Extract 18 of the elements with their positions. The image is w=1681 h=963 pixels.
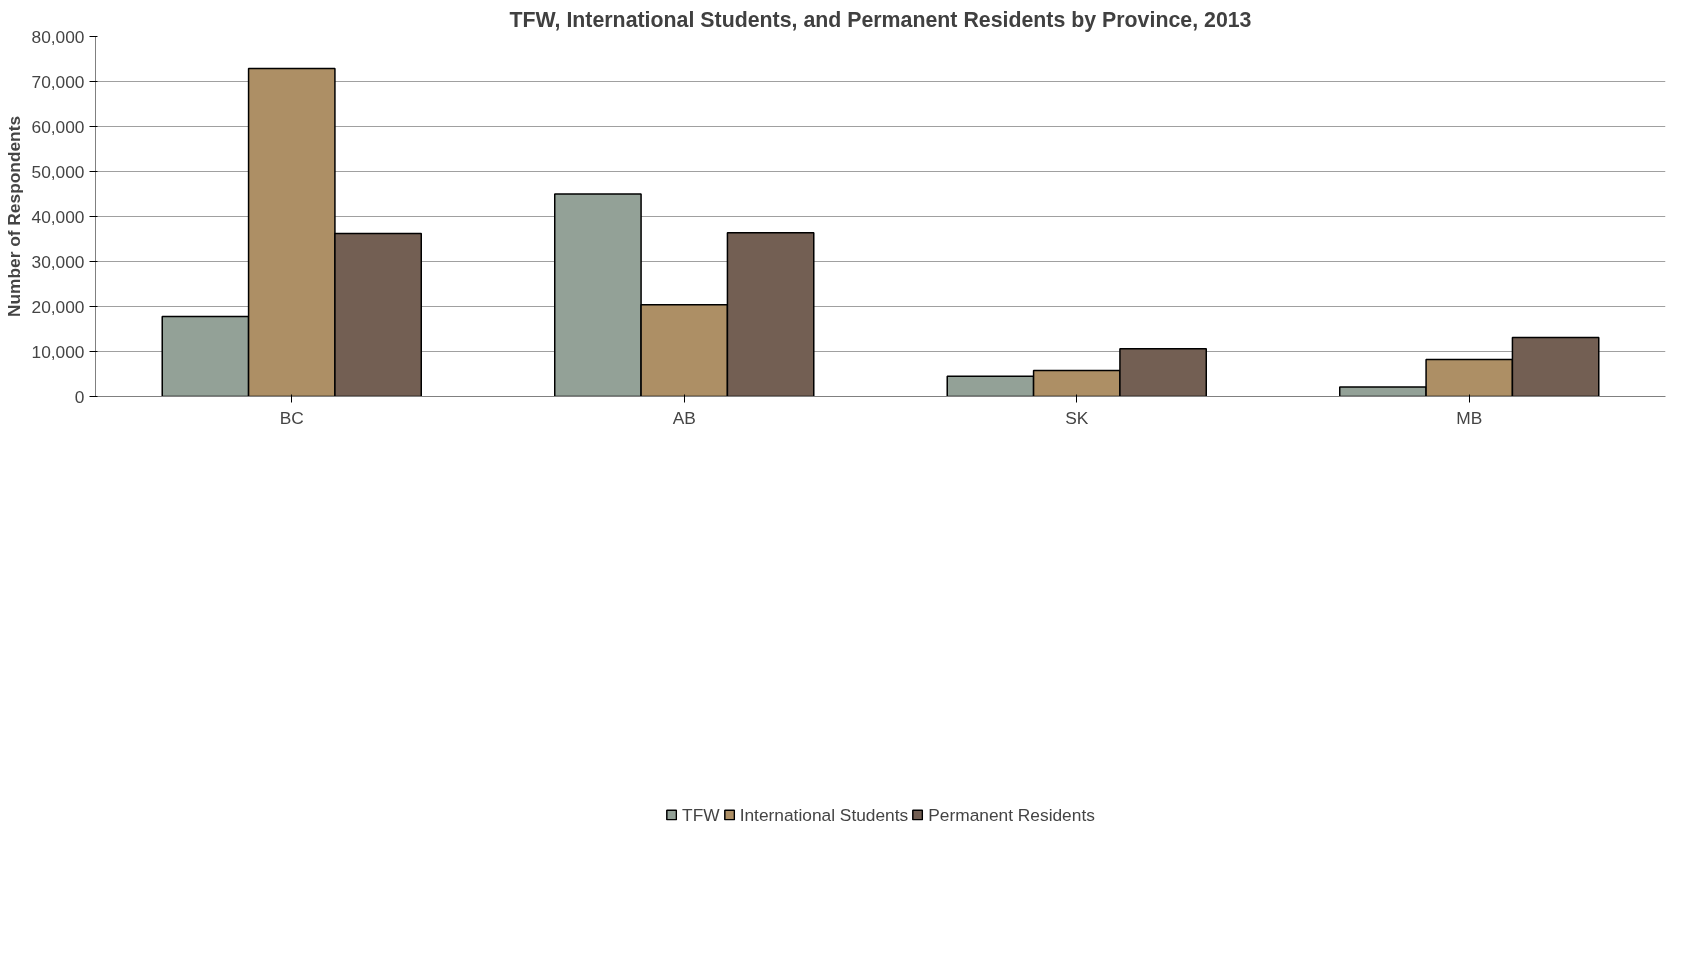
- y-tick-label: 60,000: [31, 116, 85, 137]
- x-tick-label: BC: [279, 407, 304, 428]
- legend-label: TFW: [682, 804, 720, 826]
- y-tick-label: 20,000: [31, 296, 85, 317]
- y-tick-label: 30,000: [31, 251, 85, 272]
- x-tick-label: MB: [1456, 407, 1483, 428]
- legend-label: Permanent Residents: [928, 804, 1095, 826]
- y-tick-label: 80,000: [31, 26, 85, 47]
- y-tick-label: 0: [74, 386, 85, 407]
- x-tick-label: SK: [1065, 407, 1089, 428]
- y-axis-title: Number of Respondents: [3, 115, 24, 318]
- chart-title: TFW, International Students, and Permanent Residents by Province, 2013: [509, 7, 1252, 32]
- y-tick-label: 10,000: [31, 341, 85, 362]
- y-tick-label: 40,000: [31, 206, 85, 227]
- y-tick-label: 50,000: [31, 161, 85, 182]
- x-tick-label: AB: [672, 407, 696, 428]
- y-tick-label: 70,000: [31, 71, 85, 92]
- legend-label: International Students: [739, 804, 909, 826]
